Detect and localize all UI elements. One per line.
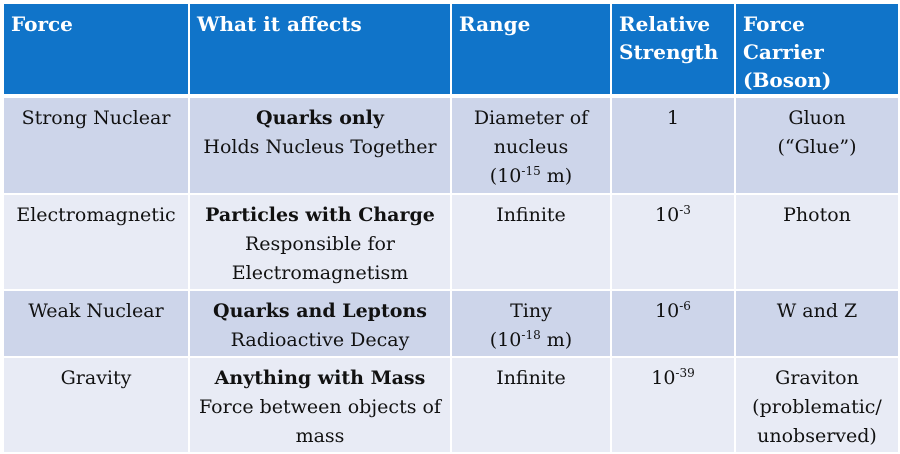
carrier-name: Graviton (775, 367, 859, 389)
affects-description: Holds Nucleus Together (203, 136, 437, 158)
range-value: (10-15 m) (456, 162, 606, 191)
carrier-name: W and Z (776, 300, 858, 322)
header-range: Range (450, 2, 612, 98)
range-cell: Infinite (450, 193, 612, 291)
range-cell: Tiny (10-18 m) (450, 289, 612, 358)
range-value: (10-18 m) (456, 326, 606, 355)
range-exponent: -15 (521, 164, 541, 178)
affects-title: Particles with Charge (205, 204, 435, 226)
strength-cell: 10-6 (610, 289, 736, 358)
affects-cell: Quarks only Holds Nucleus Together (188, 95, 452, 195)
affects-cell: Particles with Charge Responsible for El… (188, 193, 452, 291)
strength-base: 10 (655, 204, 680, 226)
table-row-weak-nuclear: Weak Nuclear Quarks and Leptons Radioact… (2, 289, 900, 358)
range-cell: Infinite (450, 356, 612, 454)
table-row-gravity: Gravity Anything with Mass Force between… (2, 356, 900, 454)
strength-base: 10 (651, 367, 676, 389)
table-row-strong-nuclear: Strong Nuclear Quarks only Holds Nucleus… (2, 95, 900, 195)
affects-description: Responsible for Electromagnetism (231, 233, 409, 284)
carrier-note: (“Glue”) (777, 136, 857, 158)
carrier-cell: W and Z (734, 289, 900, 358)
carrier-cell: Photon (734, 193, 900, 291)
force-cell: Gravity (2, 356, 190, 454)
range-unit: m) (540, 329, 573, 351)
strength-exponent: -6 (679, 299, 691, 313)
range-text: Infinite (496, 367, 566, 389)
range-unit: m) (540, 165, 573, 187)
strength-exponent: -3 (679, 203, 691, 217)
range-base: (10 (489, 165, 522, 187)
header-carrier: Force Carrier (Boson) (734, 2, 900, 98)
header-affects: What it affects (188, 2, 452, 98)
table-row-electromagnetic: Electromagnetic Particles with Charge Re… (2, 193, 900, 291)
affects-title: Anything with Mass (214, 367, 426, 389)
affects-title: Quarks only (256, 107, 384, 129)
strength-cell: 10-3 (610, 193, 736, 291)
carrier-name: Photon (783, 204, 851, 226)
carrier-note: (problematic/ unobserved) (752, 396, 882, 447)
affects-description: Radioactive Decay (230, 329, 410, 351)
affects-title: Quarks and Leptons (213, 300, 427, 322)
force-cell: Strong Nuclear (2, 95, 190, 195)
range-text: Diameter of nucleus (473, 107, 589, 158)
range-base: (10 (489, 329, 522, 351)
range-cell: Diameter of nucleus (10-15 m) (450, 95, 612, 195)
force-cell: Weak Nuclear (2, 289, 190, 358)
strength-cell: 10-39 (610, 356, 736, 454)
range-text: Infinite (496, 204, 566, 226)
header-row: Force What it affects Range Relative Str… (2, 2, 900, 98)
carrier-cell: Graviton (problematic/ unobserved) (734, 356, 900, 454)
range-exponent: -18 (521, 328, 541, 342)
strength-cell: 1 (610, 95, 736, 195)
strength-base: 10 (655, 300, 680, 322)
carrier-name: Gluon (788, 107, 846, 129)
range-text: Tiny (510, 300, 552, 322)
strength-base: 1 (666, 107, 680, 129)
carrier-cell: Gluon (“Glue”) (734, 95, 900, 195)
header-strength: Relative Strength (610, 2, 736, 98)
strength-exponent: -39 (675, 366, 695, 380)
header-force: Force (2, 2, 190, 98)
affects-cell: Anything with Mass Force between objects… (188, 356, 452, 454)
force-cell: Electromagnetic (2, 193, 190, 291)
affects-cell: Quarks and Leptons Radioactive Decay (188, 289, 452, 358)
affects-description: Force between objects of mass (199, 396, 441, 447)
